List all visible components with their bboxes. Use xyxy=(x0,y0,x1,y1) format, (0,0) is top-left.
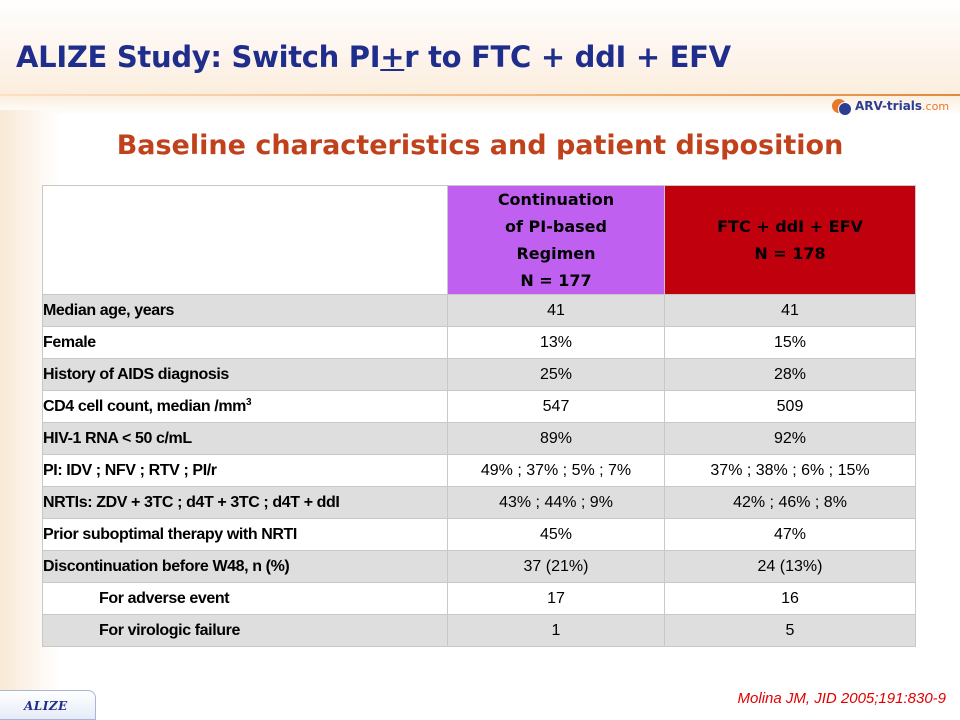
cell-ftc: 16 xyxy=(664,582,916,615)
table-row: Discontinuation before W48, n (%) 37 (21… xyxy=(42,550,916,583)
header-line: of PI-based xyxy=(505,217,607,236)
row-label: For virologic failure xyxy=(42,614,448,647)
row-label: Discontinuation before W48, n (%) xyxy=(42,550,448,583)
row-label: HIV-1 RNA < 50 c/mL xyxy=(42,422,448,455)
table-row: For adverse event 17 16 xyxy=(42,582,916,615)
row-label: Prior suboptimal therapy with NRTI xyxy=(42,518,448,551)
study-tag-label: ALIZE xyxy=(24,699,68,713)
cell-ftc: 24 (13%) xyxy=(664,550,916,583)
header-line: FTC + ddI + EFV xyxy=(717,217,863,236)
row-label: PI: IDV ; NFV ; RTV ; PI/r xyxy=(42,454,448,487)
slide-subtitle: Baseline characteristics and patient dis… xyxy=(116,130,844,161)
row-label-text: CD4 cell count, median /mm xyxy=(43,397,247,415)
cell-continuation: 41 xyxy=(447,294,665,327)
cell-ftc: 509 xyxy=(664,390,916,423)
header-line: Continuation xyxy=(497,190,615,209)
cell-ftc: 47% xyxy=(664,518,916,551)
superscript-3: 3 xyxy=(245,396,252,408)
table-row: For virologic failure 1 5 xyxy=(42,614,916,647)
cell-ftc: 37% ; 38% ; 6% ; 15% xyxy=(664,454,916,487)
study-tag: ALIZE xyxy=(0,690,96,720)
cell-continuation: 547 xyxy=(447,390,665,423)
header-continuation-pi: Continuation of PI-based Regimen N = 177 xyxy=(447,185,665,295)
header-line: Regimen xyxy=(516,244,596,263)
table-row: Prior suboptimal therapy with NRTI 45% 4… xyxy=(42,518,916,551)
cell-continuation: 49% ; 37% ; 5% ; 7% xyxy=(447,454,665,487)
cell-continuation: 37 (21%) xyxy=(447,550,665,583)
baseline-table: Continuation of PI-based Regimen N = 177… xyxy=(42,185,916,647)
cell-ftc: 28% xyxy=(664,358,916,391)
cell-continuation: 1 xyxy=(447,614,665,647)
cell-ftc: 41 xyxy=(664,294,916,327)
arv-trials-logo: ARV-trials.com xyxy=(832,95,949,117)
table-row: Female 13% 15% xyxy=(42,326,916,359)
logo-domain: .com xyxy=(922,100,950,113)
table-row: History of AIDS diagnosis 25% 28% xyxy=(42,358,916,391)
logo-circles-icon xyxy=(832,97,852,116)
table-row: PI: IDV ; NFV ; RTV ; PI/r 49% ; 37% ; 5… xyxy=(42,454,916,487)
cell-continuation: 43% ; 44% ; 9% xyxy=(447,486,665,519)
title-prefix: ALIZE Study: Switch PI xyxy=(16,40,381,74)
cell-continuation: 89% xyxy=(447,422,665,455)
table-header-row: Continuation of PI-based Regimen N = 177… xyxy=(42,185,916,295)
logo-text: ARV-trials.com xyxy=(855,99,949,113)
title-suffix: r to FTC + ddI + EFV xyxy=(404,40,731,74)
logo-brand: ARV-trials xyxy=(855,99,923,113)
header-line: N = 177 xyxy=(520,271,592,290)
cell-continuation: 17 xyxy=(447,582,665,615)
cell-continuation: 45% xyxy=(447,518,665,551)
table-row: CD4 cell count, median /mm3 547 509 xyxy=(42,390,916,423)
row-label: Female xyxy=(42,326,448,359)
row-label: History of AIDS diagnosis xyxy=(42,358,448,391)
cell-ftc: 5 xyxy=(664,614,916,647)
row-label: NRTIs: ZDV + 3TC ; d4T + 3TC ; d4T + ddI xyxy=(42,486,448,519)
row-label: CD4 cell count, median /mm3 xyxy=(42,390,448,423)
header-ftc-ddi-efv: FTC + ddI + EFV N = 178 xyxy=(664,185,916,295)
cell-ftc: 92% xyxy=(664,422,916,455)
table-row: NRTIs: ZDV + 3TC ; d4T + 3TC ; d4T + ddI… xyxy=(42,486,916,519)
table-row: Median age, years 41 41 xyxy=(42,294,916,327)
cell-continuation: 13% xyxy=(447,326,665,359)
cell-ftc: 15% xyxy=(664,326,916,359)
table-row: HIV-1 RNA < 50 c/mL 89% 92% xyxy=(42,422,916,455)
citation: Molina JM, JID 2005;191:830-9 xyxy=(737,690,946,707)
slide-title: ALIZE Study: Switch PI+r to FTC + ddI + … xyxy=(16,40,731,74)
title-underlined-plus: + xyxy=(380,40,405,74)
header-line: N = 178 xyxy=(754,244,826,263)
header-empty-cell xyxy=(42,185,448,295)
row-label: For adverse event xyxy=(42,582,448,615)
row-label: Median age, years xyxy=(42,294,448,327)
cell-continuation: 25% xyxy=(447,358,665,391)
cell-ftc: 42% ; 46% ; 8% xyxy=(664,486,916,519)
header-divider xyxy=(0,94,960,96)
